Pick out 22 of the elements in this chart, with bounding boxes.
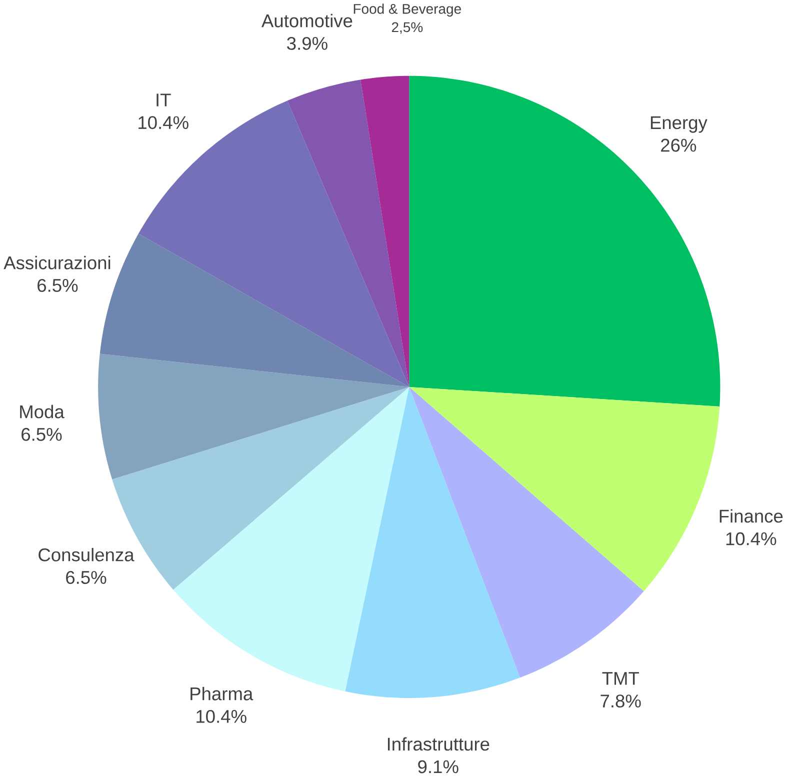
slice-label: Energy [650, 116, 708, 133]
data-label: 10.4% [726, 532, 776, 546]
data-label: 6.5% [66, 571, 106, 584]
slice-label: Assicurazioni [4, 256, 110, 270]
data-label: 3.9% [287, 37, 328, 50]
slice-label: Moda [20, 404, 64, 418]
slice-label: Infrastrutture [388, 737, 490, 751]
slice-label: Consulenza [38, 548, 134, 562]
slice-label: Pharma [190, 686, 254, 700]
data-label: 6.5% [22, 428, 62, 441]
data-label: 2,5% [392, 22, 423, 34]
slice-label: Food & Beverage [354, 4, 461, 17]
slice-label: TMT [602, 672, 639, 685]
data-label: 6.5% [38, 279, 78, 292]
slice-label: Finance [720, 509, 783, 523]
data-label: 7.8% [600, 694, 641, 708]
data-label: 26% [661, 138, 696, 152]
slice-label: Automotive [261, 14, 352, 28]
data-label: 10.4% [138, 116, 188, 130]
data-label: 10.4% [196, 710, 246, 724]
slice-label: IT [156, 94, 171, 106]
data-label: 9.1% [418, 760, 458, 774]
